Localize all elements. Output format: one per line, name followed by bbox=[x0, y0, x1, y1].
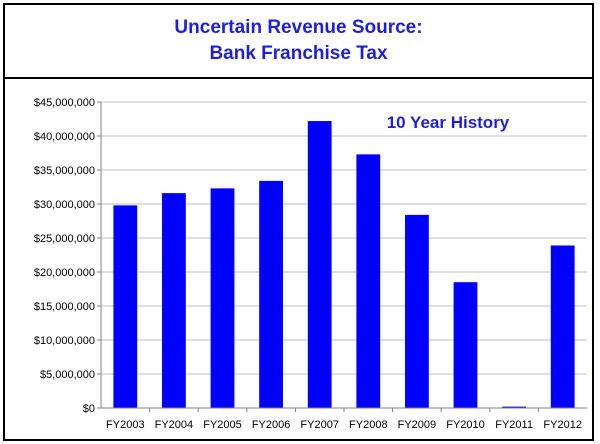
y-tick-label: $30,000,000 bbox=[34, 199, 95, 211]
x-tick-label: FY2012 bbox=[543, 419, 582, 431]
bar-fy2009 bbox=[404, 214, 429, 408]
chart-annotation: 10 Year History bbox=[387, 113, 510, 132]
tick-labels: $0 $5,000,000 $10,000,000 $15,000,000 $20,00… bbox=[34, 97, 582, 431]
bar-fy2004 bbox=[161, 193, 186, 408]
x-tick-label: FY2008 bbox=[349, 419, 388, 431]
bar-fy2011 bbox=[502, 406, 527, 408]
y-tick-label: $35,000,000 bbox=[34, 165, 95, 177]
x-tick-label: FY2006 bbox=[252, 419, 291, 431]
title-box: Uncertain Revenue Source: Bank Franchise… bbox=[3, 3, 594, 79]
slide-title-line-1: Uncertain Revenue Source: bbox=[174, 17, 423, 38]
slide-title-line-2: Bank Franchise Tax bbox=[209, 43, 388, 64]
y-tick-label: $25,000,000 bbox=[34, 233, 95, 245]
y-tick-label: $15,000,000 bbox=[34, 301, 95, 313]
bar-fy2012 bbox=[550, 245, 575, 408]
y-tick-label: $20,000,000 bbox=[34, 267, 95, 279]
y-tick-label: $0 bbox=[83, 403, 95, 415]
y-tick-label: $45,000,000 bbox=[34, 97, 95, 109]
bar-fy2007 bbox=[307, 121, 332, 408]
y-tick-label: $40,000,000 bbox=[34, 131, 95, 143]
bar-fy2005 bbox=[210, 188, 235, 408]
x-tick-label: FY2003 bbox=[106, 419, 145, 431]
bar-fy2010 bbox=[453, 282, 478, 408]
bar-fy2008 bbox=[356, 154, 381, 408]
x-tick-label: FY2010 bbox=[446, 419, 485, 431]
bar-fy2003 bbox=[113, 205, 138, 408]
x-tick-label: FY2009 bbox=[398, 419, 437, 431]
axes bbox=[97, 101, 587, 412]
x-tick-label: FY2005 bbox=[203, 419, 242, 431]
bars bbox=[113, 121, 575, 408]
x-tick-label: FY2007 bbox=[300, 419, 339, 431]
x-tick-label: FY2004 bbox=[155, 419, 194, 431]
y-tick-label: $5,000,000 bbox=[40, 369, 95, 381]
y-tick-label: $10,000,000 bbox=[34, 335, 95, 347]
x-tick-label: FY2011 bbox=[495, 419, 533, 431]
bar-fy2006 bbox=[259, 180, 284, 408]
